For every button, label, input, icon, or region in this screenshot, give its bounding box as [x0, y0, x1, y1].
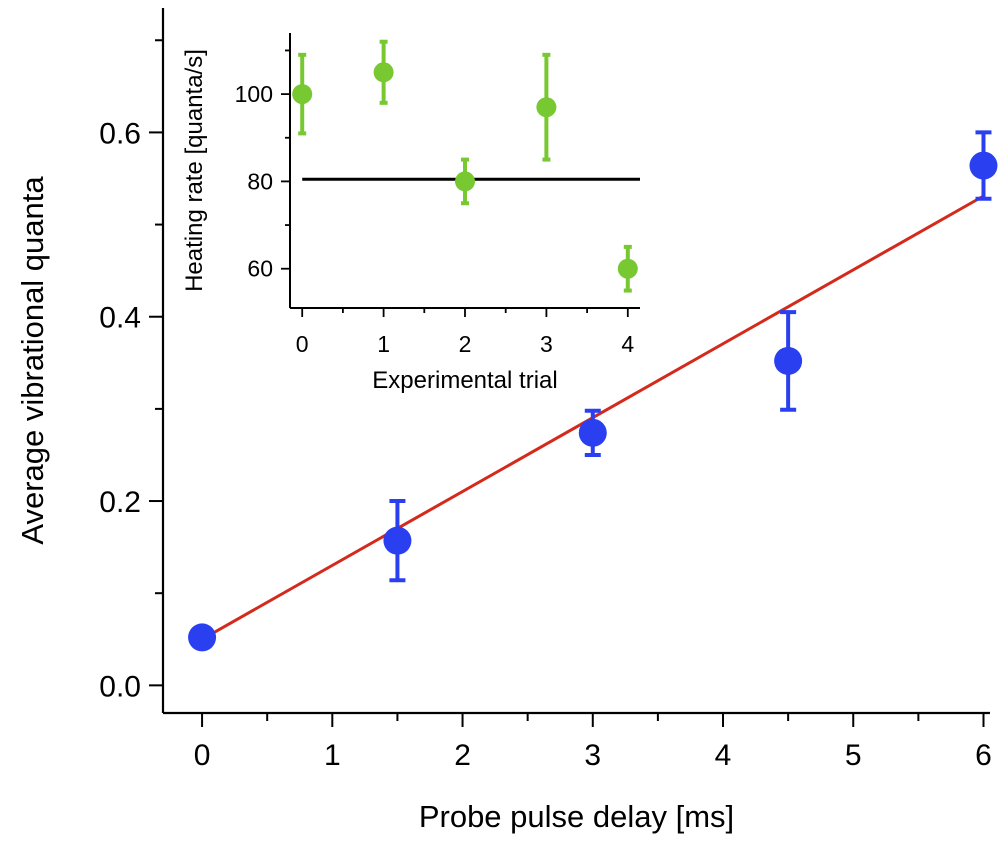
data-point — [536, 97, 557, 118]
y-tick-label: 100 — [235, 81, 273, 107]
data-point — [969, 151, 998, 180]
x-tick-label: 2 — [459, 331, 472, 357]
y-tick-label: 80 — [247, 168, 273, 194]
data-point — [774, 346, 803, 375]
data-point — [292, 84, 313, 105]
x-tick-label: 2 — [454, 739, 471, 772]
data-point — [383, 526, 412, 555]
y-axis-label: Heating rate [quanta/s] — [181, 49, 208, 292]
data-point — [373, 62, 394, 83]
y-tick-label: 0.6 — [99, 117, 141, 150]
data-point — [578, 418, 607, 447]
x-tick-label: 5 — [845, 739, 862, 772]
y-tick-label: 0.4 — [99, 302, 141, 335]
data-point — [455, 171, 475, 192]
y-tick-label: 0.2 — [99, 486, 141, 519]
x-tick-label: 1 — [377, 331, 390, 357]
x-axis-label: Probe pulse delay [ms] — [419, 799, 734, 834]
main-chart: 0 1 2 3 4 5 6 0.0 0.2 0.4 0.6 Probe pulse delay [ms… — [15, 8, 998, 834]
x-tick-label: 6 — [975, 739, 992, 772]
inset-chart: 0 1 2 3 4 60 80 100 Experimental trial Heating ra… — [181, 33, 640, 394]
y-tick-label: 60 — [247, 256, 273, 282]
x-tick-label: 4 — [715, 739, 732, 772]
x-tick-label: 3 — [584, 739, 601, 772]
x-tick-label: 4 — [621, 331, 634, 357]
y-tick-label: 0.0 — [99, 670, 141, 703]
x-tick-label: 3 — [540, 331, 553, 357]
x-tick-label: 0 — [194, 739, 211, 772]
x-tick-label: 0 — [296, 331, 309, 357]
data-point — [188, 623, 217, 652]
x-axis-label: Experimental trial — [372, 367, 557, 394]
x-tick-label: 1 — [324, 739, 341, 772]
data-point — [617, 258, 638, 279]
y-axis-label: Average vibrational quanta — [15, 176, 50, 545]
